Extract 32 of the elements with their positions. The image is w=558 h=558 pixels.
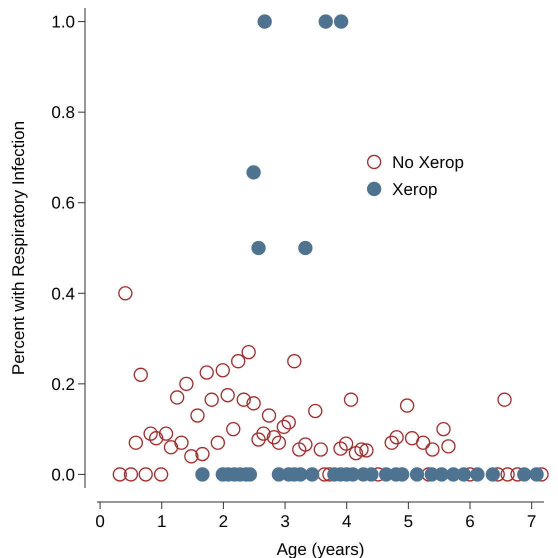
x-tick-label: 4	[342, 512, 352, 531]
point	[456, 467, 471, 482]
point	[470, 467, 485, 482]
point	[298, 240, 313, 256]
legend-label: Xerop	[392, 180, 438, 199]
y-tick-label: 0.8	[51, 103, 75, 122]
point	[434, 467, 449, 482]
x-tick-label: 6	[465, 512, 475, 531]
point	[251, 240, 266, 256]
y-tick-label: 0.6	[51, 194, 75, 213]
x-tick-label: 0	[95, 512, 105, 531]
point	[517, 467, 532, 482]
point	[246, 165, 261, 180]
y-tick-label: 0.4	[51, 284, 75, 304]
y-axis-title: Percent with Respiratory Infection	[9, 120, 28, 376]
point	[305, 467, 320, 482]
x-tick-label: 5	[404, 512, 414, 531]
x-tick-label: 1	[157, 512, 166, 531]
y-tick-label: 0.2	[51, 374, 75, 394]
y-tick-label: 0.0	[51, 465, 75, 484]
point	[410, 467, 424, 482]
y-tick-label: 1.0	[51, 12, 75, 32]
point	[195, 467, 210, 482]
x-tick-label: 7	[526, 512, 536, 531]
x-tick-label: 3	[280, 512, 290, 531]
point	[334, 14, 348, 29]
x-tick-label: 2	[218, 512, 228, 531]
point	[258, 14, 272, 29]
point	[486, 467, 500, 482]
legend-label: No Xerop	[392, 152, 464, 172]
point	[529, 467, 544, 482]
point	[318, 14, 333, 29]
